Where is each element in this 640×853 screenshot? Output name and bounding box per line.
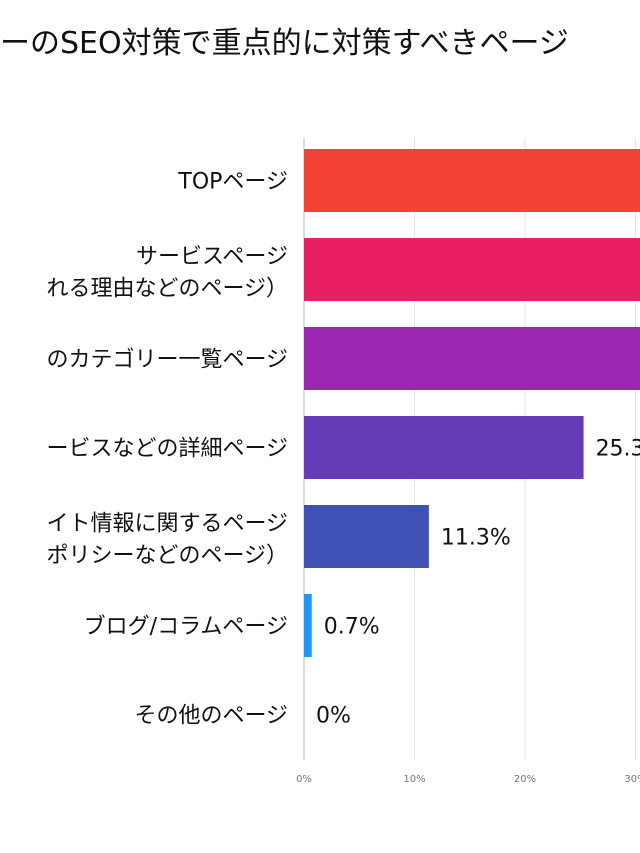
category-label: ブログ/コラムページ xyxy=(84,615,288,640)
bar xyxy=(304,238,640,301)
bar xyxy=(304,594,312,657)
x-tick-label: 0% xyxy=(296,774,312,785)
bar xyxy=(304,327,640,390)
data-label: 0.7% xyxy=(324,615,380,640)
data-label: 25.3 xyxy=(596,437,640,462)
data-label: 11.3% xyxy=(441,526,511,551)
data-label: 0% xyxy=(316,704,351,729)
category-label: その他のページ xyxy=(134,704,288,729)
category-label: サービスページ xyxy=(136,245,288,270)
category-label: のカテゴリー一覧ページ xyxy=(46,348,288,373)
category-label: ービスなどの詳細ページ xyxy=(46,437,288,462)
x-tick-label: 10% xyxy=(403,774,425,785)
x-tick-label: 20% xyxy=(514,774,536,785)
x-tick-label: 30% xyxy=(624,774,640,785)
category-label: れる理由などのページ） xyxy=(46,277,288,302)
category-label: イト情報に関するページ xyxy=(46,512,288,537)
chart-title: ーのSEO対策で重点的に対策すべきページ xyxy=(0,26,569,61)
bar xyxy=(304,505,429,568)
category-label: ポリシーなどのページ） xyxy=(46,544,288,569)
bar xyxy=(304,416,584,479)
bar xyxy=(304,149,640,212)
category-label: TOPページ xyxy=(177,170,288,195)
